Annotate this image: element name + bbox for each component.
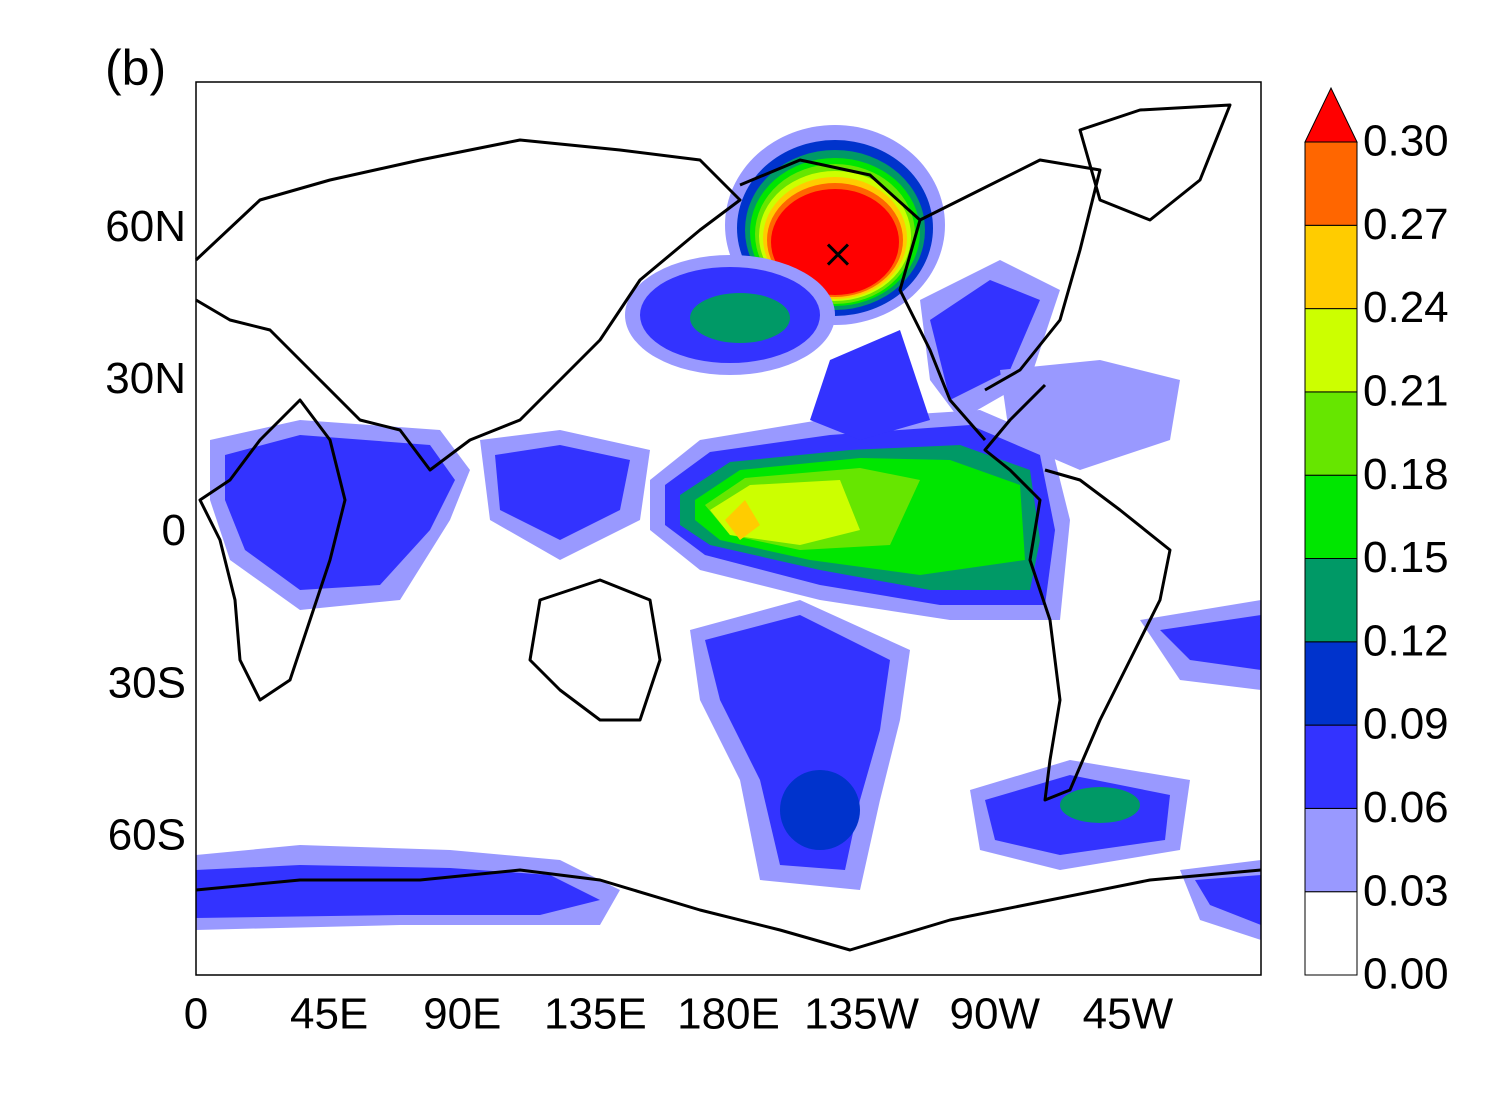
contour-region bbox=[1000, 360, 1180, 470]
colorbar-swatch bbox=[1304, 558, 1358, 643]
colorbar: 0.00 0.03 0.06 0.09 0.12 0.15 0.18 0.21 0.24 0.27… bbox=[1304, 86, 1449, 999]
coastline bbox=[194, 138, 742, 472]
y-tick-label: 30N bbox=[105, 354, 186, 403]
x-tick-label: 180E bbox=[677, 990, 780, 1039]
colorbar-swatch bbox=[1304, 807, 1358, 893]
y-tick-label: 0 bbox=[162, 506, 186, 555]
colorbar-label: 0.06 bbox=[1363, 783, 1449, 832]
map-frame bbox=[195, 81, 1262, 976]
contour-region bbox=[495, 445, 630, 540]
colorbar-swatch bbox=[1304, 141, 1358, 226]
coastline bbox=[528, 578, 662, 722]
colorbar-swatch bbox=[1304, 724, 1358, 809]
contour-region bbox=[225, 435, 455, 590]
colorbar-label: 0.21 bbox=[1363, 367, 1449, 416]
colorbar-swatch bbox=[1304, 308, 1358, 393]
colorbar-label: 0.12 bbox=[1363, 616, 1449, 665]
colorbar-label: 0.18 bbox=[1363, 450, 1449, 499]
contour-region bbox=[725, 500, 760, 540]
y-tick-label: 60N bbox=[105, 202, 186, 251]
axes: 0 45E 90E 135E 180E 135W 90W 45W 60S 30S 0 30N 60N bbox=[105, 202, 1173, 1039]
coastline bbox=[1078, 103, 1232, 222]
contour-region bbox=[690, 293, 790, 343]
contour-region bbox=[1160, 615, 1261, 670]
colorbar-extension bbox=[1304, 86, 1358, 143]
x-tick-label: 135E bbox=[544, 990, 647, 1039]
panel-label: (b) bbox=[105, 40, 166, 96]
x-tick-label: 0 bbox=[184, 990, 208, 1039]
coastline bbox=[198, 398, 347, 702]
x-tick-label: 45W bbox=[1083, 990, 1174, 1039]
colorbar-swatch bbox=[1304, 391, 1358, 476]
contour-region bbox=[930, 280, 1040, 400]
coastline bbox=[739, 158, 987, 441]
x-tick-label: 135W bbox=[804, 990, 919, 1039]
contour-region bbox=[771, 189, 899, 295]
colorbar-label: 0.24 bbox=[1363, 283, 1449, 332]
contour-region bbox=[1060, 787, 1140, 823]
x-tick-label: 90W bbox=[950, 990, 1041, 1039]
contour-region bbox=[196, 865, 600, 918]
contour-region bbox=[780, 770, 860, 850]
colorbar-label: 0.03 bbox=[1363, 866, 1449, 915]
y-tick-label: 30S bbox=[108, 658, 186, 707]
colorbar-swatch bbox=[1304, 641, 1358, 726]
coastline bbox=[919, 158, 1102, 392]
coastline bbox=[983, 383, 1172, 802]
coastlines bbox=[194, 103, 1262, 952]
colorbar-swatch bbox=[1304, 224, 1358, 310]
contour-field bbox=[196, 125, 1261, 940]
x-tick-label: 90E bbox=[423, 990, 501, 1039]
coastline bbox=[195, 868, 1262, 952]
marker bbox=[826, 243, 850, 266]
contour-region bbox=[1195, 875, 1261, 925]
y-tick-label: 60S bbox=[108, 811, 186, 860]
colorbar-label: 0.27 bbox=[1363, 200, 1449, 249]
colorbar-swatch bbox=[1304, 474, 1358, 560]
colorbar-label: 0.30 bbox=[1363, 117, 1449, 166]
colorbar-swatch bbox=[1304, 891, 1358, 976]
colorbar-label: 0.09 bbox=[1363, 700, 1449, 749]
x-tick-label: 45E bbox=[290, 990, 368, 1039]
contour-region bbox=[810, 330, 930, 440]
colorbar-label: 0.00 bbox=[1363, 950, 1449, 999]
colorbar-label: 0.15 bbox=[1363, 533, 1449, 582]
